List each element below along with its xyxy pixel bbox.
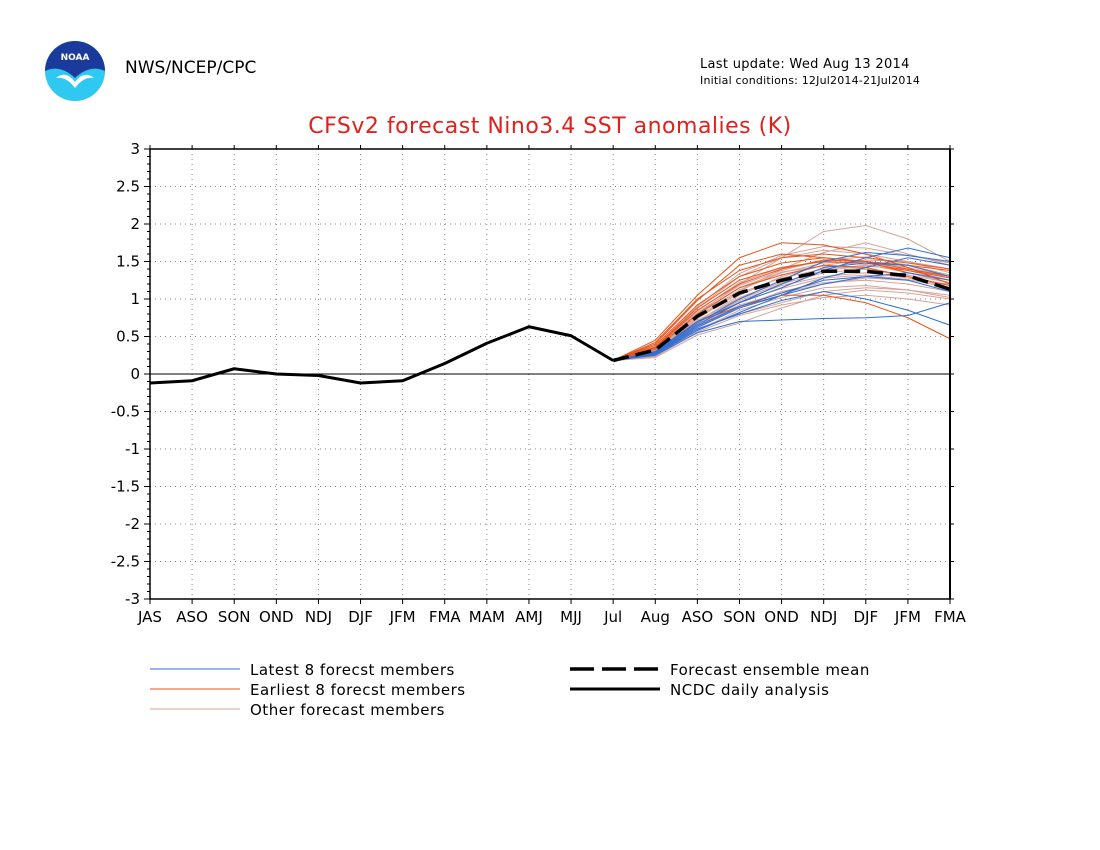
earliest-member-line (613, 260, 951, 361)
x-tick-label: JAS (137, 608, 162, 626)
x-tick-label: ASO (176, 608, 208, 626)
y-tick-label: 1 (130, 290, 140, 308)
y-tick-label: -2 (125, 515, 140, 533)
x-tick-label: DJF (348, 608, 373, 626)
analysis-line (149, 325, 614, 385)
earliest-member-line (612, 253, 951, 361)
y-tick-label: -1 (125, 440, 140, 458)
latest-member-line (613, 302, 951, 361)
x-tick-label: JFM (894, 608, 921, 626)
y-tick-label: -2.5 (111, 553, 140, 571)
x-tick-label: AMJ (515, 608, 543, 626)
y-tick-label: 0.5 (116, 328, 140, 346)
org-label: NWS/NCEP/CPC (125, 58, 257, 78)
y-tick-label: -1.5 (111, 478, 140, 496)
y-tick-label: 2 (130, 215, 140, 233)
y-tick-label: -0.5 (111, 403, 140, 421)
x-tick-label: ASO (682, 608, 714, 626)
x-tick-label: MJJ (560, 608, 582, 626)
x-tick-label: DJF (853, 608, 878, 626)
legend-label-earliest: Earliest 8 forecst members (250, 681, 466, 699)
legend-label-latest: Latest 8 forecst members (250, 661, 455, 679)
latest-member-line (613, 262, 951, 361)
x-tick-label: NDJ (810, 608, 837, 626)
latest-member-line (613, 275, 951, 361)
legend-label-mean: Forecast ensemble mean (670, 661, 870, 679)
latest-member-line (613, 290, 951, 361)
x-tick-label: Aug (641, 608, 670, 626)
x-tick-label: Jul (603, 608, 622, 626)
x-tick-label: SON (723, 608, 756, 626)
y-tick-label: 2.5 (116, 178, 140, 196)
y-tick-label: -3 (125, 590, 140, 608)
y-tick-label: 1.5 (116, 253, 140, 271)
x-tick-label: FMA (934, 608, 967, 626)
earliest-member-line (612, 242, 951, 361)
other-member-line (613, 294, 951, 361)
x-tick-label: SON (218, 608, 251, 626)
x-tick-label: OND (764, 608, 799, 626)
logo-text: NOAA (61, 53, 90, 63)
last-update: Last update: Wed Aug 13 2014 (700, 57, 910, 72)
chart-title: CFSv2 forecast Nino3.4 SST anomalies (K) (308, 114, 792, 139)
ensemble-mean-line (612, 269, 951, 363)
x-tick-label: JFM (389, 608, 416, 626)
x-tick-label: MAM (469, 608, 505, 626)
y-tick-label: 3 (130, 140, 140, 158)
other-member-line (613, 289, 951, 361)
earliest-member-line (612, 257, 951, 361)
initial-conditions: Initial conditions: 12Jul2014-21Jul2014 (700, 74, 921, 87)
y-tick-label: 0 (130, 365, 140, 383)
legend-label-analysis: NCDC daily analysis (670, 681, 830, 699)
noaa-logo: NOAA (44, 40, 106, 106)
legend-label-other: Other forecast members (250, 701, 445, 719)
x-tick-label: NDJ (305, 608, 332, 626)
x-tick-label: FMA (429, 608, 462, 626)
x-tick-label: OND (259, 608, 294, 626)
